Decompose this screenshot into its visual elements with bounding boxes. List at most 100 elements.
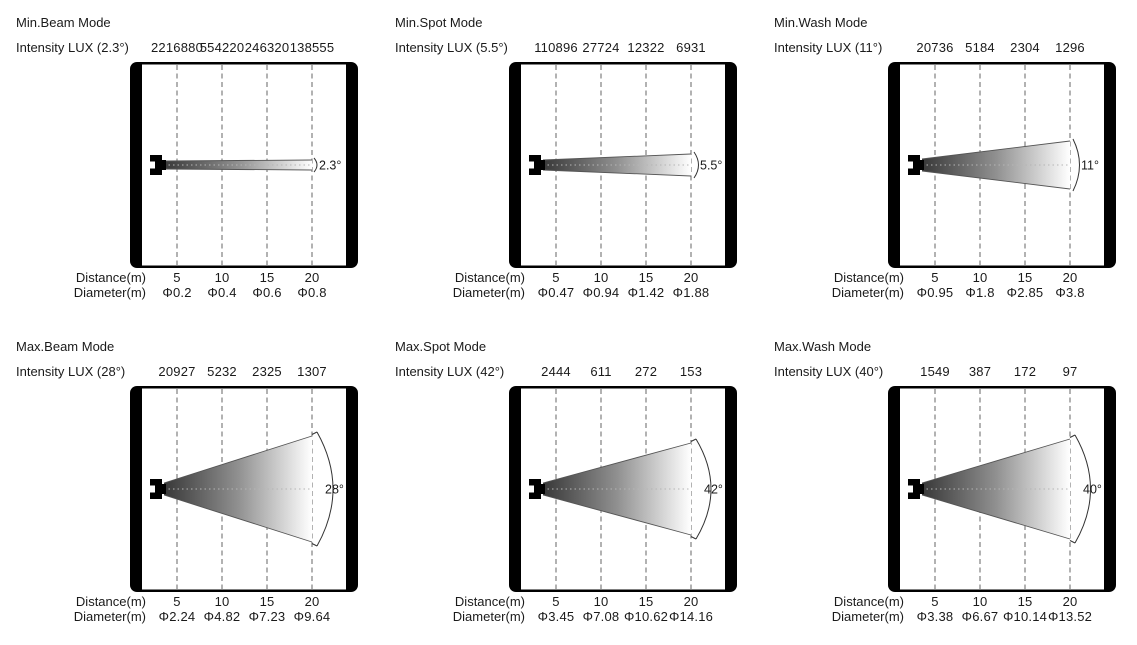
- intensity-value: 246320: [244, 40, 290, 55]
- intensity-row: Intensity LUX (5.5°) 110896 27724 12322 …: [379, 40, 758, 56]
- diameter-value: Φ14.16: [668, 609, 714, 624]
- distance-value: 10: [972, 270, 988, 285]
- diameter-row: Diameter(m) Φ3.45 Φ7.08 Φ10.62 Φ14.16: [379, 609, 758, 624]
- beam-diagram: 5.5°: [509, 62, 737, 268]
- diameter-value: Φ3.38: [916, 609, 954, 624]
- diameter-row: Diameter(m) Φ0.2 Φ0.4 Φ0.6 Φ0.8: [0, 285, 379, 300]
- diameter-axis-label: Diameter(m): [452, 285, 525, 300]
- distance-row: Distance(m) 5 10 15 20: [758, 270, 1137, 285]
- distance-axis-label: Distance(m): [833, 594, 904, 609]
- diameter-value: Φ7.23: [248, 609, 286, 624]
- distance-row: Distance(m) 5 10 15 20: [758, 594, 1137, 609]
- diameter-axis-label: Diameter(m): [831, 285, 904, 300]
- mode-panel: Min.Wash Mode Intensity LUX (11°) 20736 …: [758, 10, 1137, 318]
- angle-arc: [693, 151, 699, 179]
- intensity-value: 554220: [199, 40, 245, 55]
- distance-value: 5: [552, 594, 560, 609]
- diameter-value: Φ0.8: [297, 285, 327, 300]
- distance-value: 15: [259, 594, 275, 609]
- diameter-axis-label: Diameter(m): [73, 609, 146, 624]
- intensity-value: 20736: [916, 40, 954, 55]
- angle-arc: [695, 438, 712, 540]
- intensity-value: 110896: [534, 40, 578, 55]
- distance-value: 10: [972, 594, 988, 609]
- intensity-value: 1549: [920, 364, 950, 379]
- light-fixture-icon: [150, 479, 162, 499]
- distance-value: 20: [304, 594, 320, 609]
- beam-cone: [543, 443, 691, 535]
- light-fixture-icon: [529, 155, 541, 175]
- beam-diagram: 42°: [509, 386, 737, 592]
- diameter-value: Φ0.4: [207, 285, 237, 300]
- distance-row: Distance(m) 5 10 15 20: [0, 270, 379, 285]
- intensity-value: 172: [1013, 364, 1037, 379]
- intensity-value: 12322: [627, 40, 665, 55]
- beam-cone: [922, 439, 1070, 539]
- intensity-axis-label: Intensity LUX (2.3°): [16, 40, 129, 55]
- distance-value: 20: [304, 270, 320, 285]
- beam-cone: [922, 141, 1070, 189]
- intensity-value: 5232: [207, 364, 237, 379]
- diameter-row: Diameter(m) Φ0.95 Φ1.8 Φ2.85 Φ3.8: [758, 285, 1137, 300]
- diameter-value: Φ7.08: [582, 609, 620, 624]
- panel-title: Max.Spot Mode: [395, 339, 487, 354]
- distance-value: 5: [552, 270, 560, 285]
- distance-value: 10: [214, 270, 230, 285]
- intensity-row: Intensity LUX (11°) 20736 5184 2304 1296: [758, 40, 1137, 56]
- mode-panel: Max.Beam Mode Intensity LUX (28°) 20927 …: [0, 334, 379, 642]
- intensity-row: Intensity LUX (28°) 20927 5232 2325 1307: [0, 364, 379, 380]
- intensity-value: 2304: [1010, 40, 1040, 55]
- distance-value: 10: [593, 594, 609, 609]
- beam-angle-label: 28°: [325, 483, 344, 497]
- diameter-value: Φ2.85: [1006, 285, 1044, 300]
- diameter-row: Diameter(m) Φ3.38 Φ6.67 Φ10.14 Φ13.52: [758, 609, 1137, 624]
- distance-value: 10: [593, 270, 609, 285]
- beam-angle-label: 5.5°: [700, 159, 722, 173]
- diameter-value: Φ0.47: [537, 285, 575, 300]
- distance-value: 15: [1017, 270, 1033, 285]
- beam-cone: [543, 154, 691, 176]
- intensity-value: 1307: [297, 364, 327, 379]
- distance-value: 20: [1062, 270, 1078, 285]
- distance-value: 5: [173, 270, 181, 285]
- light-fixture-icon: [150, 155, 162, 175]
- distance-value: 15: [259, 270, 275, 285]
- angle-arc: [313, 157, 318, 173]
- intensity-value: 97: [1062, 364, 1078, 379]
- intensity-value: 272: [634, 364, 658, 379]
- beam-diagram: 40°: [888, 386, 1116, 592]
- intensity-value: 2325: [252, 364, 282, 379]
- diameter-value: Φ3.8: [1055, 285, 1085, 300]
- distance-value: 5: [931, 270, 939, 285]
- intensity-value: 20927: [158, 364, 196, 379]
- diameter-value: Φ2.24: [158, 609, 196, 624]
- diameter-value: Φ3.45: [537, 609, 575, 624]
- distance-value: 10: [214, 594, 230, 609]
- beam-angle-label: 42°: [704, 483, 723, 497]
- intensity-value: 5184: [965, 40, 995, 55]
- diameter-axis-label: Diameter(m): [452, 609, 525, 624]
- distance-axis-label: Distance(m): [454, 270, 525, 285]
- intensity-value: 153: [679, 364, 703, 379]
- distance-value: 5: [931, 594, 939, 609]
- diameter-value: Φ1.88: [672, 285, 710, 300]
- distance-row: Distance(m) 5 10 15 20: [0, 594, 379, 609]
- distance-value: 20: [683, 594, 699, 609]
- distance-value: 5: [173, 594, 181, 609]
- intensity-value: 27724: [582, 40, 620, 55]
- diameter-value: Φ10.14: [1002, 609, 1048, 624]
- intensity-axis-label: Intensity LUX (42°): [395, 364, 505, 379]
- distance-row: Distance(m) 5 10 15 20: [379, 270, 758, 285]
- mode-panel: Max.Spot Mode Intensity LUX (42°) 2444 6…: [379, 334, 758, 642]
- intensity-axis-label: Intensity LUX (28°): [16, 364, 126, 379]
- diameter-axis-label: Diameter(m): [73, 285, 146, 300]
- diameter-row: Diameter(m) Φ2.24 Φ4.82 Φ7.23 Φ9.64: [0, 609, 379, 624]
- angle-arc: [316, 431, 334, 547]
- intensity-row: Intensity LUX (40°) 1549 387 172 97: [758, 364, 1137, 380]
- panel-title: Min.Wash Mode: [774, 15, 868, 30]
- distance-axis-label: Distance(m): [454, 594, 525, 609]
- distance-value: 20: [1062, 594, 1078, 609]
- diameter-value: Φ10.62: [623, 609, 669, 624]
- panel-title: Max.Wash Mode: [774, 339, 872, 354]
